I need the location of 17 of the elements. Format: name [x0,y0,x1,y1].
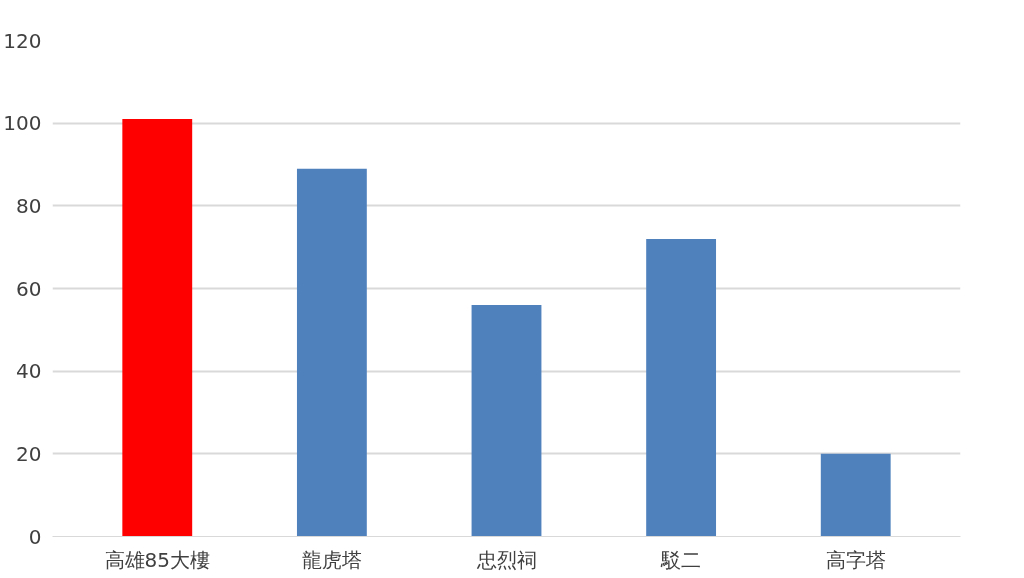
x-tick-label: 忠烈祠 [475,547,537,572]
y-tick-label: 0 [28,524,42,549]
y-tick-label: 100 [3,111,42,136]
x-tick-label: 駁二 [660,547,702,572]
x-tick-label: 龍虎塔 [301,547,362,572]
bar [471,305,542,537]
y-tick-label: 80 [16,193,42,218]
y-tick-label: 20 [16,441,42,466]
bar [296,168,367,537]
y-tick-label: 120 [3,28,42,53]
bar [820,453,891,537]
y-tick-label: 40 [16,359,42,384]
bar [122,119,193,537]
bar [646,238,717,537]
x-tick-label: 高字塔 [825,547,886,572]
y-tick-label: 60 [16,276,42,301]
x-tick-label: 高雄85大樓 [104,547,210,572]
